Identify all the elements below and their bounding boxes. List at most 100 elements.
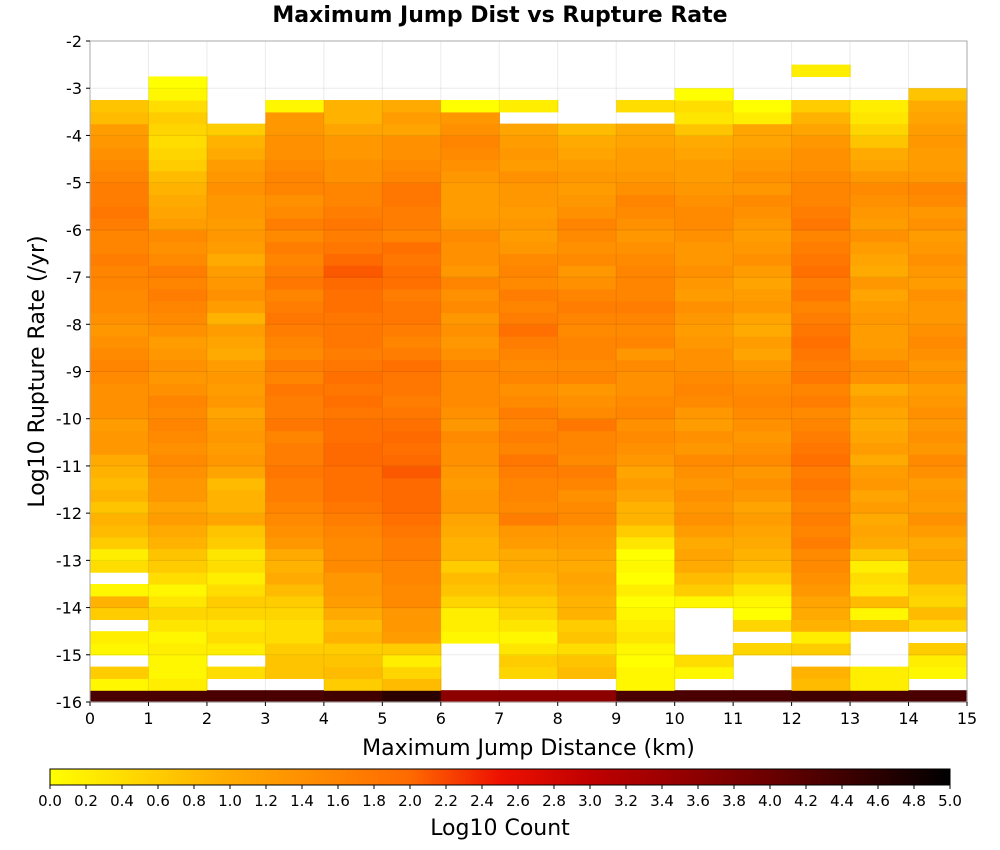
heatmap-cell [908,88,968,101]
heatmap-cell [382,336,442,349]
heatmap-cell [674,548,734,561]
x-axis-label: Maximum Jump Distance (km) [362,736,695,761]
heatmap-cell [382,489,442,502]
heatmap-cell [323,265,383,278]
heatmap-cell [265,229,325,243]
heatmap-cell [616,312,676,325]
heatmap-cell [908,607,968,620]
heatmap-cell [206,371,266,384]
heatmap-cell [791,406,851,420]
heatmap-cell [90,135,150,148]
heatmap-cell [674,288,734,302]
heatmap-cell [382,383,442,396]
heatmap-cell [440,548,500,561]
heatmap-cell [674,489,734,502]
heatmap-cell [265,288,325,302]
heatmap-cell [850,524,910,538]
heatmap-cell [323,147,383,160]
heatmap-cell [791,560,851,573]
chart-title: Maximum Jump Dist vs Rupture Rate [272,3,727,28]
heatmap-cell [90,501,150,514]
heatmap-cell [323,182,383,196]
heatmap-cell [674,218,734,231]
heatmap-cell [265,111,325,125]
heatmap-cell [791,501,851,514]
heatmap-cell [382,524,442,538]
heatmap-cell [850,347,910,361]
heatmap-cell [674,536,734,550]
y-axis-ticks: -2 -3 -4 -5 -6 -7 -8 -9 -10 -11 -12 -13 -14 -15 -16 [56,32,90,712]
heatmap-cell [791,336,851,349]
heatmap-cell [850,477,910,491]
heatmap-cell [90,100,150,113]
heatmap-cell [90,206,150,219]
heatmap-cell [499,206,559,219]
heatmap-cell [733,229,793,243]
heatmap-cell [674,265,734,278]
heatmap-cell [733,312,793,325]
heatmap-cell [791,288,851,302]
heatmap-cell [791,536,851,550]
heatmap-cell [382,123,442,137]
heatmap-cell [265,159,325,172]
heatmap-cell [265,595,325,609]
heatmap-cell [733,371,793,384]
heatmap-cell [674,406,734,420]
heatmap-cell [733,383,793,396]
heatmap-cell [499,147,559,160]
heatmap-cell [148,253,208,266]
heatmap-cell [440,560,500,573]
heatmap-cells [90,64,968,703]
heatmap-cell [323,465,383,479]
heatmap-cell [148,277,208,290]
heatmap-cell [206,454,266,467]
heatmap-cell [557,229,617,243]
heatmap-cell [206,218,266,231]
y-tick-label: -7 [66,268,82,287]
heatmap-cell [908,536,968,550]
heatmap-cell [148,182,208,196]
heatmap-cell [440,265,500,278]
heatmap-cell [90,678,150,691]
heatmap-cell [791,135,851,148]
heatmap-cell [440,595,500,609]
heatmap-cell [206,513,266,526]
heatmap-cell [791,666,851,679]
heatmap-cell [382,583,442,597]
heatmap-cell [323,206,383,219]
heatmap-cell [206,182,266,196]
y-tick-label: -11 [56,457,82,476]
heatmap-cell [440,300,500,314]
heatmap-cell [265,489,325,502]
x-tick-label: 8 [553,709,563,728]
heatmap-cell [206,560,266,573]
heatmap-cell [674,111,734,125]
heatmap-cell [206,336,266,349]
heatmap-cell [440,206,500,219]
heatmap-cell [148,454,208,467]
heatmap-cell [499,371,559,384]
heatmap-cell [850,277,910,290]
heatmap-cell [323,100,383,113]
heatmap-cell [382,218,442,231]
heatmap-cell [908,336,968,349]
heatmap-cell [733,159,793,172]
heatmap-cell [791,111,851,125]
heatmap-cell [148,100,208,113]
heatmap-cell [850,123,910,137]
heatmap-cell [908,359,968,373]
heatmap-cell [616,666,676,679]
heatmap-cell [265,406,325,420]
heatmap-cell [206,595,266,609]
heatmap-cell [323,300,383,314]
heatmap-cell [206,241,266,255]
heatmap-cell [206,383,266,396]
heatmap-cell [850,300,910,314]
heatmap-cell [440,395,500,408]
heatmap-cell [265,336,325,349]
y-tick-label: -5 [66,174,82,193]
heatmap-cell [908,690,968,703]
heatmap-cell [206,607,266,620]
x-tick-label: 4 [319,709,329,728]
heatmap-cell [148,347,208,361]
